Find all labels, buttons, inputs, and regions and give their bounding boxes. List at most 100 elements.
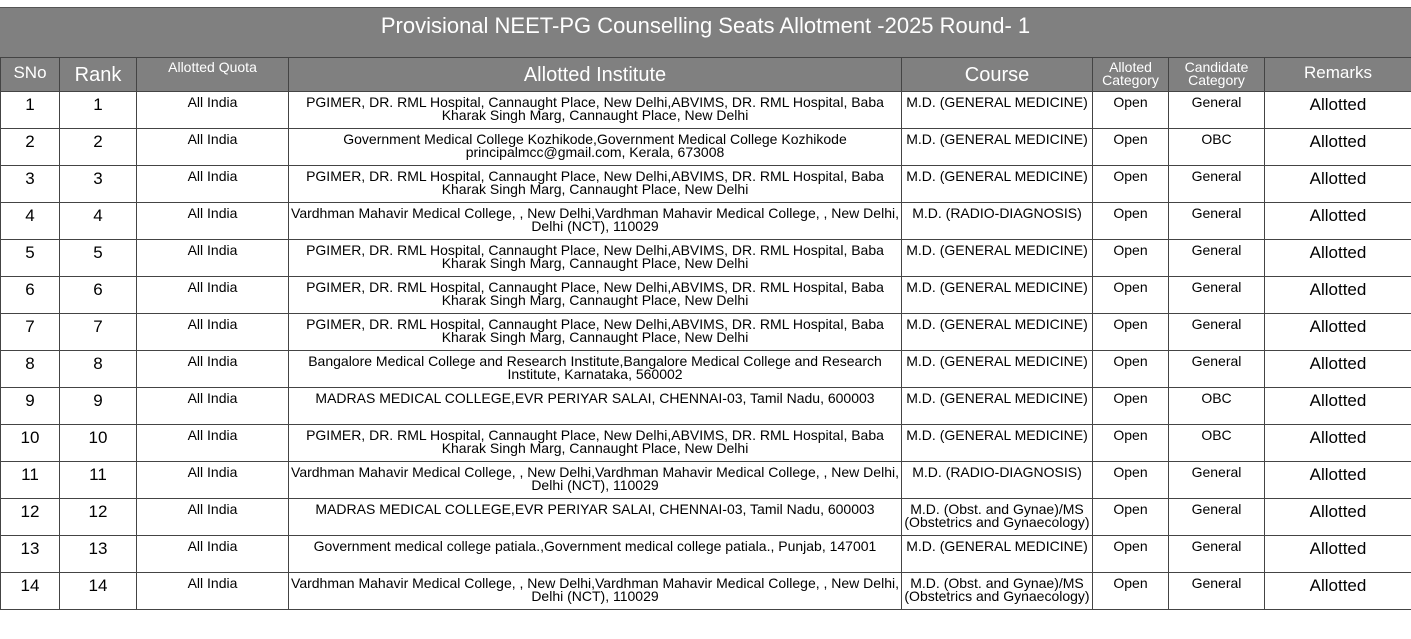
table-cell: Open [1092, 239, 1169, 277]
table-cell: PGIMER, DR. RML Hospital, Cannaught Plac… [288, 91, 902, 129]
table-cell: PGIMER, DR. RML Hospital, Cannaught Plac… [288, 276, 902, 314]
table-cell: Government Medical College Kozhikode,Gov… [288, 128, 902, 166]
table-cell: M.D. (GENERAL MEDICINE) [901, 128, 1093, 166]
table-row: 13 13 All India Government medical college … [0, 535, 1411, 573]
table-cell: General [1168, 202, 1265, 240]
table-cell: 14 [0, 572, 60, 610]
table-cell: OBC [1168, 387, 1265, 425]
table-cell: General [1168, 165, 1265, 203]
table-row: 4 4 All India Vardhman Mahavir Medical Coll… [0, 202, 1411, 240]
table-cell: Vardhman Mahavir Medical College, , New … [288, 572, 902, 610]
table-cell: Open [1092, 387, 1169, 425]
table-cell: 7 [59, 313, 137, 351]
table-cell: Open [1092, 202, 1169, 240]
table-cell: 8 [59, 350, 137, 388]
table-row: 2 2 All India Government Medical College Ko… [0, 128, 1411, 166]
table-cell: Open [1092, 535, 1169, 573]
table-cell: All India [136, 387, 289, 425]
table-cell: 3 [0, 165, 60, 203]
table-cell: 1 [59, 91, 137, 129]
table-cell: 9 [0, 387, 60, 425]
table-cell: M.D. (GENERAL MEDICINE) [901, 424, 1093, 462]
table-row: 3 3 All India PGIMER, DR. RML Hospital, Can… [0, 165, 1411, 203]
table-cell: Allotted [1264, 276, 1411, 314]
table-cell: All India [136, 91, 289, 129]
table-cell: General [1168, 91, 1265, 129]
table-cell: M.D. (RADIO-DIAGNOSIS) [901, 461, 1093, 499]
column-header: Remarks [1264, 57, 1411, 92]
table-cell: Allotted [1264, 424, 1411, 462]
table-row: 5 5 All India PGIMER, DR. RML Hospital, Can… [0, 239, 1411, 277]
table-cell: M.D. (GENERAL MEDICINE) [901, 239, 1093, 277]
table-cell: Allotted [1264, 128, 1411, 166]
table-cell: 4 [59, 202, 137, 240]
table-cell: MADRAS MEDICAL COLLEGE,EVR PERIYAR SALAI… [288, 387, 902, 425]
table-cell: Open [1092, 91, 1169, 129]
table-cell: Open [1092, 572, 1169, 610]
column-header: Allotted Institute [288, 57, 902, 92]
column-header: Course [901, 57, 1093, 92]
table-cell: PGIMER, DR. RML Hospital, Cannaught Plac… [288, 424, 902, 462]
table-cell: MADRAS MEDICAL COLLEGE,EVR PERIYAR SALAI… [288, 498, 902, 536]
table-cell: General [1168, 535, 1265, 573]
table-cell: 3 [59, 165, 137, 203]
table-cell: All India [136, 350, 289, 388]
table-cell: Open [1092, 128, 1169, 166]
table-cell: 7 [0, 313, 60, 351]
table-cell: General [1168, 461, 1265, 499]
table-row: 12 12 All India MADRAS MEDICAL COLLEGE,EVR … [0, 498, 1411, 536]
column-header: SNo [0, 57, 60, 92]
table-row: 7 7 All India PGIMER, DR. RML Hospital, Can… [0, 313, 1411, 351]
table-cell: 13 [59, 535, 137, 573]
table-cell: PGIMER, DR. RML Hospital, Cannaught Plac… [288, 239, 902, 277]
table-cell: General [1168, 276, 1265, 314]
table-cell: All India [136, 165, 289, 203]
table-cell: M.D. (Obst. and Gynae)/MS (Obstetrics an… [901, 572, 1093, 610]
table-cell: Open [1092, 313, 1169, 351]
table-cell: General [1168, 572, 1265, 610]
table-cell: 6 [59, 276, 137, 314]
table-cell: Allotted [1264, 461, 1411, 499]
table-cell: Allotted [1264, 165, 1411, 203]
table-cell: M.D. (GENERAL MEDICINE) [901, 313, 1093, 351]
table-cell: PGIMER, DR. RML Hospital, Cannaught Plac… [288, 165, 902, 203]
table-cell: 11 [0, 461, 60, 499]
table-cell: M.D. (GENERAL MEDICINE) [901, 91, 1093, 129]
table-cell: All India [136, 202, 289, 240]
table-row: 8 8 All India Bangalore Medical College and… [0, 350, 1411, 388]
table-cell: 2 [59, 128, 137, 166]
table-cell: 6 [0, 276, 60, 314]
header-row: SNo Rank Allotted Quota Allotted Institute C… [0, 57, 1411, 92]
table-cell: Open [1092, 498, 1169, 536]
table-cell: All India [136, 535, 289, 573]
table-row: 11 11 All India Vardhman Mahavir Medical Co… [0, 461, 1411, 499]
column-header: Alloted Category [1092, 57, 1169, 92]
table-cell: Bangalore Medical College and Research I… [288, 350, 902, 388]
table-cell: General [1168, 350, 1265, 388]
table-cell: 12 [0, 498, 60, 536]
table-cell: Allotted [1264, 572, 1411, 610]
table-cell: 12 [59, 498, 137, 536]
table-cell: 10 [59, 424, 137, 462]
table-cell: 5 [0, 239, 60, 277]
table-cell: Allotted [1264, 91, 1411, 129]
table-cell: 14 [59, 572, 137, 610]
table-cell: Allotted [1264, 239, 1411, 277]
table-cell: Open [1092, 424, 1169, 462]
table-cell: General [1168, 239, 1265, 277]
table-cell: Open [1092, 350, 1169, 388]
column-header: Rank [59, 57, 137, 92]
table-cell: M.D. (GENERAL MEDICINE) [901, 387, 1093, 425]
table-cell: Vardhman Mahavir Medical College, , New … [288, 461, 902, 499]
table-cell: 13 [0, 535, 60, 573]
table-cell: All India [136, 424, 289, 462]
table-cell: M.D. (GENERAL MEDICINE) [901, 276, 1093, 314]
table-cell: M.D. (GENERAL MEDICINE) [901, 535, 1093, 573]
title-bar: Provisional NEET-PG Counselling Seats Al… [0, 7, 1411, 57]
table-row: 14 14 All India Vardhman Mahavir Medical Co… [0, 572, 1411, 610]
table-row: 10 10 All India PGIMER, DR. RML Hospital, C… [0, 424, 1411, 462]
table-cell: OBC [1168, 128, 1265, 166]
table-cell: All India [136, 498, 289, 536]
table-cell: All India [136, 276, 289, 314]
table-cell: OBC [1168, 424, 1265, 462]
